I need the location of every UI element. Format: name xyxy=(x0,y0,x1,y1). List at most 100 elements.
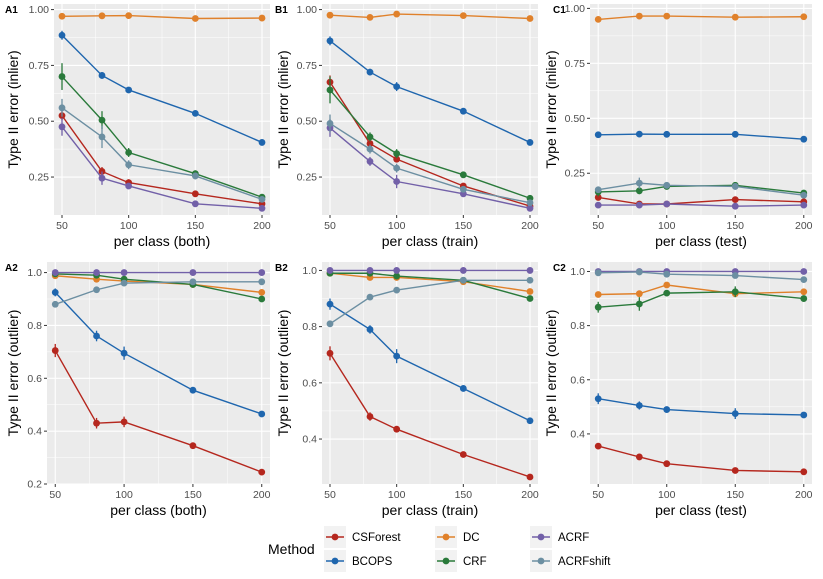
data-point xyxy=(98,116,106,124)
y-tick-label: 1.00 xyxy=(297,4,318,16)
x-tick-label: 100 xyxy=(120,220,138,232)
x-tick-label: 50 xyxy=(324,220,336,232)
y-axis-title: Type II error (outlier) xyxy=(5,310,21,437)
data-point xyxy=(800,135,808,143)
y-tick-label: 0.4 xyxy=(570,428,585,440)
data-point xyxy=(635,130,643,138)
panel-label: B2 xyxy=(275,263,288,274)
x-axis-title: per class (train) xyxy=(382,502,478,518)
data-point xyxy=(800,191,808,199)
data-point xyxy=(800,268,808,275)
data-point xyxy=(526,15,534,22)
series-csforest xyxy=(51,343,266,476)
legend-entry-dc: DC xyxy=(435,526,480,548)
data-point xyxy=(258,288,266,296)
data-point xyxy=(731,196,739,204)
y-axis-title: Type II error (inlier) xyxy=(543,50,559,168)
y-tick-label: 0.75 xyxy=(565,58,586,70)
x-tick-label: 50 xyxy=(56,220,68,232)
data-point xyxy=(258,295,266,303)
data-point xyxy=(800,13,808,21)
data-point xyxy=(594,186,602,194)
data-point xyxy=(459,451,467,458)
data-point xyxy=(366,158,374,165)
x-tick-label: 150 xyxy=(455,489,473,501)
data-point xyxy=(366,133,374,141)
x-tick-label: 100 xyxy=(115,489,133,501)
data-point xyxy=(393,164,401,172)
data-point xyxy=(58,73,66,80)
panel-label: C1 xyxy=(553,5,566,16)
y-tick-label: 0.8 xyxy=(570,320,585,332)
y-tick-label: 0.8 xyxy=(27,320,42,332)
y-tick-label: 0.75 xyxy=(297,60,318,72)
x-axis-title: per class (test) xyxy=(655,233,747,249)
data-point xyxy=(663,181,671,189)
data-point xyxy=(258,195,266,203)
data-point xyxy=(459,12,467,20)
data-point xyxy=(800,201,808,209)
data-point xyxy=(594,15,602,23)
data-point xyxy=(58,104,66,112)
data-point xyxy=(191,172,199,180)
data-point xyxy=(594,395,602,403)
data-point xyxy=(189,269,197,276)
data-point xyxy=(258,278,266,286)
series-crf xyxy=(326,76,534,202)
legend-entry-label: BCOPS xyxy=(352,556,393,568)
data-point xyxy=(594,269,602,277)
y-tick-label: 0.50 xyxy=(565,113,586,125)
y-tick-label: 0.8 xyxy=(302,321,317,333)
data-point xyxy=(526,473,534,481)
series-bcops xyxy=(51,288,266,418)
y-tick-label: 1.0 xyxy=(27,267,42,279)
x-tick-label: 200 xyxy=(253,220,271,232)
x-tick-label: 150 xyxy=(187,220,205,232)
x-axis-title: per class (train) xyxy=(382,233,478,249)
y-tick-label: 0.6 xyxy=(302,377,317,389)
y-tick-label: 0.6 xyxy=(27,373,42,385)
series-acrfshift xyxy=(326,276,534,328)
data-point xyxy=(663,12,671,20)
x-tick-label: 200 xyxy=(253,489,271,501)
data-point xyxy=(93,332,100,340)
data-point xyxy=(51,269,59,276)
data-point xyxy=(635,268,643,276)
series-bcops xyxy=(58,30,266,146)
data-point xyxy=(258,139,266,146)
series-bcops xyxy=(326,36,534,146)
x-tick-label: 200 xyxy=(521,489,539,501)
data-point xyxy=(366,13,374,21)
data-point xyxy=(125,12,133,20)
data-point xyxy=(594,303,602,311)
panel-label: A2 xyxy=(5,263,18,274)
series-acrfshift xyxy=(51,278,266,308)
legend-key-point xyxy=(331,557,339,565)
data-point xyxy=(326,37,334,45)
data-point xyxy=(58,31,66,39)
data-point xyxy=(526,139,534,146)
legend-entry-label: DC xyxy=(463,532,480,544)
data-point xyxy=(258,14,266,22)
panel-label: C2 xyxy=(553,263,566,274)
y-tick-label: 0.2 xyxy=(27,479,42,491)
y-axis-title: Type II error (inlier) xyxy=(5,50,21,168)
x-tick-label: 50 xyxy=(592,489,604,501)
data-point xyxy=(663,460,671,468)
data-point xyxy=(459,185,467,193)
y-tick-label: 1.00 xyxy=(565,3,586,15)
data-point xyxy=(326,349,334,357)
data-point xyxy=(125,161,133,169)
data-point xyxy=(800,468,808,476)
y-tick-label: 0.50 xyxy=(297,116,318,128)
data-point xyxy=(800,411,808,419)
panel-b1: 0.25 0.50 0.75 1.00 50 100 150 200 per class (tr… xyxy=(275,4,539,249)
x-tick-label: 150 xyxy=(726,220,744,232)
x-tick-label: 50 xyxy=(49,489,61,501)
data-point xyxy=(93,269,100,276)
y-tick-label: 0.25 xyxy=(565,168,586,180)
panel-a1: 0.25 0.50 0.75 1.00 50 100 150 200 per class (bo… xyxy=(5,4,271,249)
data-point xyxy=(663,406,671,413)
data-point xyxy=(189,386,197,394)
data-point xyxy=(594,131,602,139)
